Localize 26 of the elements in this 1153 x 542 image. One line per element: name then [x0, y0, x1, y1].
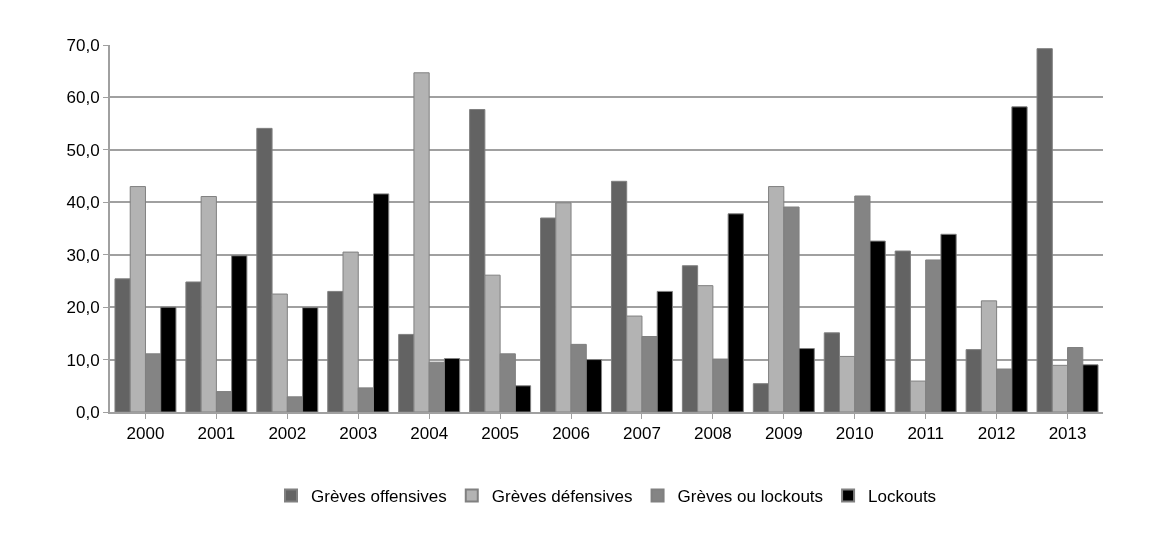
legend-label: Grèves offensives — [311, 487, 447, 507]
x-tick-label: 2013 — [1048, 424, 1087, 444]
x-tick-label: 2003 — [339, 424, 378, 444]
legend-label: Grèves défensives — [491, 487, 633, 507]
y-tick-label: 60,0 — [66, 88, 100, 108]
x-tick-label: 2012 — [977, 424, 1016, 444]
x-tick-label: 2004 — [410, 424, 449, 444]
x-tick-label: 2010 — [835, 424, 874, 444]
x-tick-label: 2008 — [693, 424, 732, 444]
legend-label: Grèves ou lockouts — [677, 487, 824, 507]
x-tick-label: 2000 — [126, 424, 165, 444]
y-tick-label: 20,0 — [66, 298, 100, 318]
x-tick-label: 2009 — [764, 424, 803, 444]
y-tick-label: 0,0 — [75, 402, 100, 422]
y-tick-label: 40,0 — [66, 193, 100, 213]
y-tick-label: 70,0 — [66, 35, 100, 55]
x-tick-label: 2002 — [268, 424, 307, 444]
y-tick-label: 30,0 — [66, 245, 100, 265]
legend-label: Lockouts — [868, 487, 937, 507]
x-tick-label: 2001 — [197, 424, 236, 444]
x-tick-label: 2006 — [552, 424, 590, 444]
x-tick-label: 2011 — [907, 424, 944, 444]
y-tick-label: 10,0 — [66, 350, 100, 370]
y-tick-label: 50,0 — [66, 140, 100, 160]
x-tick-label: 2007 — [623, 424, 661, 444]
x-tick-label: 2005 — [481, 424, 520, 444]
